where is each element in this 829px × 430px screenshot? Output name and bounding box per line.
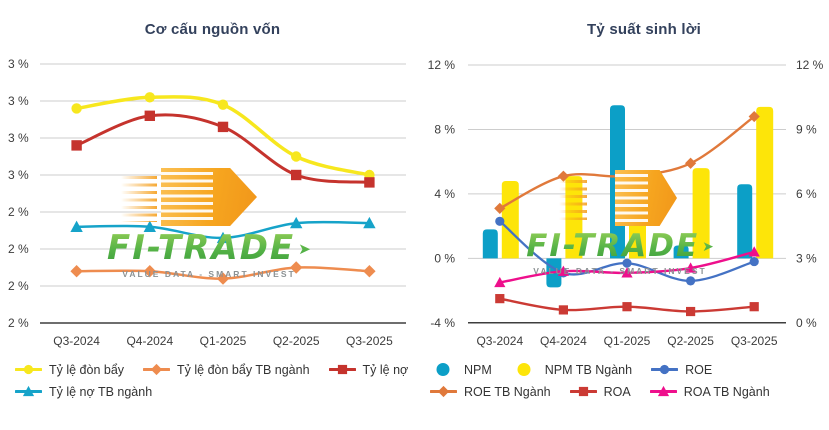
legend-item-npm[interactable]: NPM <box>430 362 492 377</box>
data-point-marker <box>578 386 588 397</box>
y-right-tick-label: 9 % <box>796 122 817 136</box>
legend-item-tỷ-lệ-đòn-bẩy-tb-ngành[interactable]: Tỷ lệ đòn bẩy TB ngành <box>143 362 310 377</box>
y-right-tick-label: 6 % <box>796 187 817 201</box>
capital-structure-chart: Cơ cấu nguồn vốn 3 % 3 % 3 % 3 % 2 % 2 % 2 % 2 … <box>0 0 415 430</box>
y-tick-label: 2 % <box>8 205 29 219</box>
data-point-marker <box>659 364 670 375</box>
y-tick-label: 3 % <box>8 57 29 71</box>
bar-npm-tb-ngành <box>756 106 774 259</box>
x-category-label: Q4-2024 <box>540 334 587 348</box>
y-right-tick-label: 12 % <box>796 58 824 72</box>
legend-label: ROA TB Ngành <box>683 384 770 399</box>
y-tick-label: 12 % <box>428 58 456 72</box>
data-point-marker <box>150 363 163 376</box>
legend-label: ROA <box>603 384 631 399</box>
capital-structure-legend: Tỷ lệ đòn bẩy Tỷ lệ đòn bẩy TB ngành Tỷ lệ… <box>15 362 411 399</box>
profitability-plot: 12 % 8 % 4 % 0 % -4 % 12 % 9 % 6 % 3 % 0 % Q3-2024… <box>428 58 824 348</box>
legend-item-tỷ-lệ-nợ[interactable]: Tỷ lệ nợ <box>328 362 409 377</box>
legend-item-npm-tb-ngành[interactable]: NPM TB Ngành <box>511 362 632 377</box>
data-point-marker <box>437 385 450 398</box>
bar-npm-tb-ngành <box>501 181 519 259</box>
y-tick-label: 2 % <box>8 242 29 256</box>
legend-label: Tỷ lệ nợ TB ngành <box>49 384 153 399</box>
y-right-tick-label: 0 % <box>796 316 817 330</box>
bar-npm <box>482 229 498 259</box>
legend-label: ROE TB Ngành <box>464 384 551 399</box>
legend-circle-icon <box>436 363 450 376</box>
legend-item-roa-tb-ngành[interactable]: ROA TB Ngành <box>649 384 770 399</box>
data-point-marker <box>22 385 35 397</box>
profitability-chart: Tỷ suất sinh lời 12 % 8 % 4 % 0 % -4 % 12 % 9 … <box>415 0 829 430</box>
data-point-marker <box>337 364 347 375</box>
y-tick-label: 8 % <box>434 122 455 136</box>
legend-item-roa[interactable]: ROA <box>569 384 631 399</box>
legend-item-tỷ-lệ-đòn-bẩy[interactable]: Tỷ lệ đòn bẩy <box>15 362 124 377</box>
y-tick-label: 0 % <box>434 251 455 265</box>
profitability-legend: NPM NPM TB Ngành ROE ROE TB Ngành ROA ROA TB … <box>430 362 825 399</box>
legend-label: Tỷ lệ đòn bẩy <box>49 362 125 377</box>
bar-npm <box>546 258 562 288</box>
chart-title-capital-structure: Cơ cấu nguồn vốn <box>144 21 281 38</box>
data-point-marker <box>657 385 669 397</box>
y-tick-label: 3 % <box>8 94 29 108</box>
legend-diamond-icon <box>430 385 457 398</box>
legend-item-roe[interactable]: ROE <box>651 362 712 377</box>
y-tick-label: 3 % <box>8 131 29 145</box>
x-category-label: Q3-2024 <box>476 334 523 348</box>
legend-swatch <box>436 363 450 376</box>
y-tick-label: 3 % <box>8 168 29 182</box>
legend-circle-icon <box>517 363 531 376</box>
x-category-label: Q3-2025 <box>731 334 778 348</box>
bar-npm <box>610 105 625 259</box>
bar-npm <box>673 245 689 259</box>
legend-diamond-icon <box>143 363 171 376</box>
legend-square-icon <box>569 386 597 397</box>
x-category-label: Q2-2025 <box>667 334 714 348</box>
legend-label: Tỷ lệ nợ <box>362 362 409 377</box>
legend-label: NPM TB Ngành <box>544 362 633 377</box>
x-category-label: Q2-2025 <box>273 334 320 348</box>
legend-square-icon <box>328 364 356 375</box>
bar-npm-tb-ngành <box>692 168 710 259</box>
capital-structure-plot: 3 % 3 % 3 % 3 % 2 % 2 % 2 % 2 % Q3-2024 Q4-2024 Q1… <box>8 57 406 348</box>
legend-circle-icon <box>15 364 42 375</box>
bar-npm-tb-ngành <box>565 176 583 259</box>
x-category-label: Q3-2024 <box>53 334 100 348</box>
x-category-label: Q1-2025 <box>604 334 651 348</box>
legend-label: Tỷ lệ đòn bẩy TB ngành <box>177 362 310 377</box>
legend-item-tỷ-lệ-nợ-tb-ngành[interactable]: Tỷ lệ nợ TB ngành <box>15 384 152 399</box>
y-right-tick-label: 3 % <box>796 251 817 265</box>
legend-label: ROE <box>685 362 713 377</box>
legend-triangle-icon <box>649 385 677 397</box>
bar-npm-tb-ngành <box>629 187 646 259</box>
legend-swatch <box>517 363 531 376</box>
legend-triangle-icon <box>15 385 42 397</box>
y-tick-label: 4 % <box>434 187 455 201</box>
x-category-label: Q4-2024 <box>126 334 173 348</box>
y-tick-label: 2 % <box>8 316 29 330</box>
y-tick-label: -4 % <box>430 316 455 330</box>
x-category-label: Q3-2025 <box>346 334 393 348</box>
legend-circle-icon <box>651 364 679 375</box>
chart-title-profitability: Tỷ suất sinh lời <box>587 21 701 38</box>
legend-item-roe-tb-ngành[interactable]: ROE TB Ngành <box>430 384 551 399</box>
bar-npm <box>737 184 753 259</box>
x-category-label: Q1-2025 <box>200 334 247 348</box>
y-tick-label: 2 % <box>8 279 29 293</box>
data-point-marker <box>23 364 34 375</box>
legend-label: NPM <box>464 362 492 377</box>
